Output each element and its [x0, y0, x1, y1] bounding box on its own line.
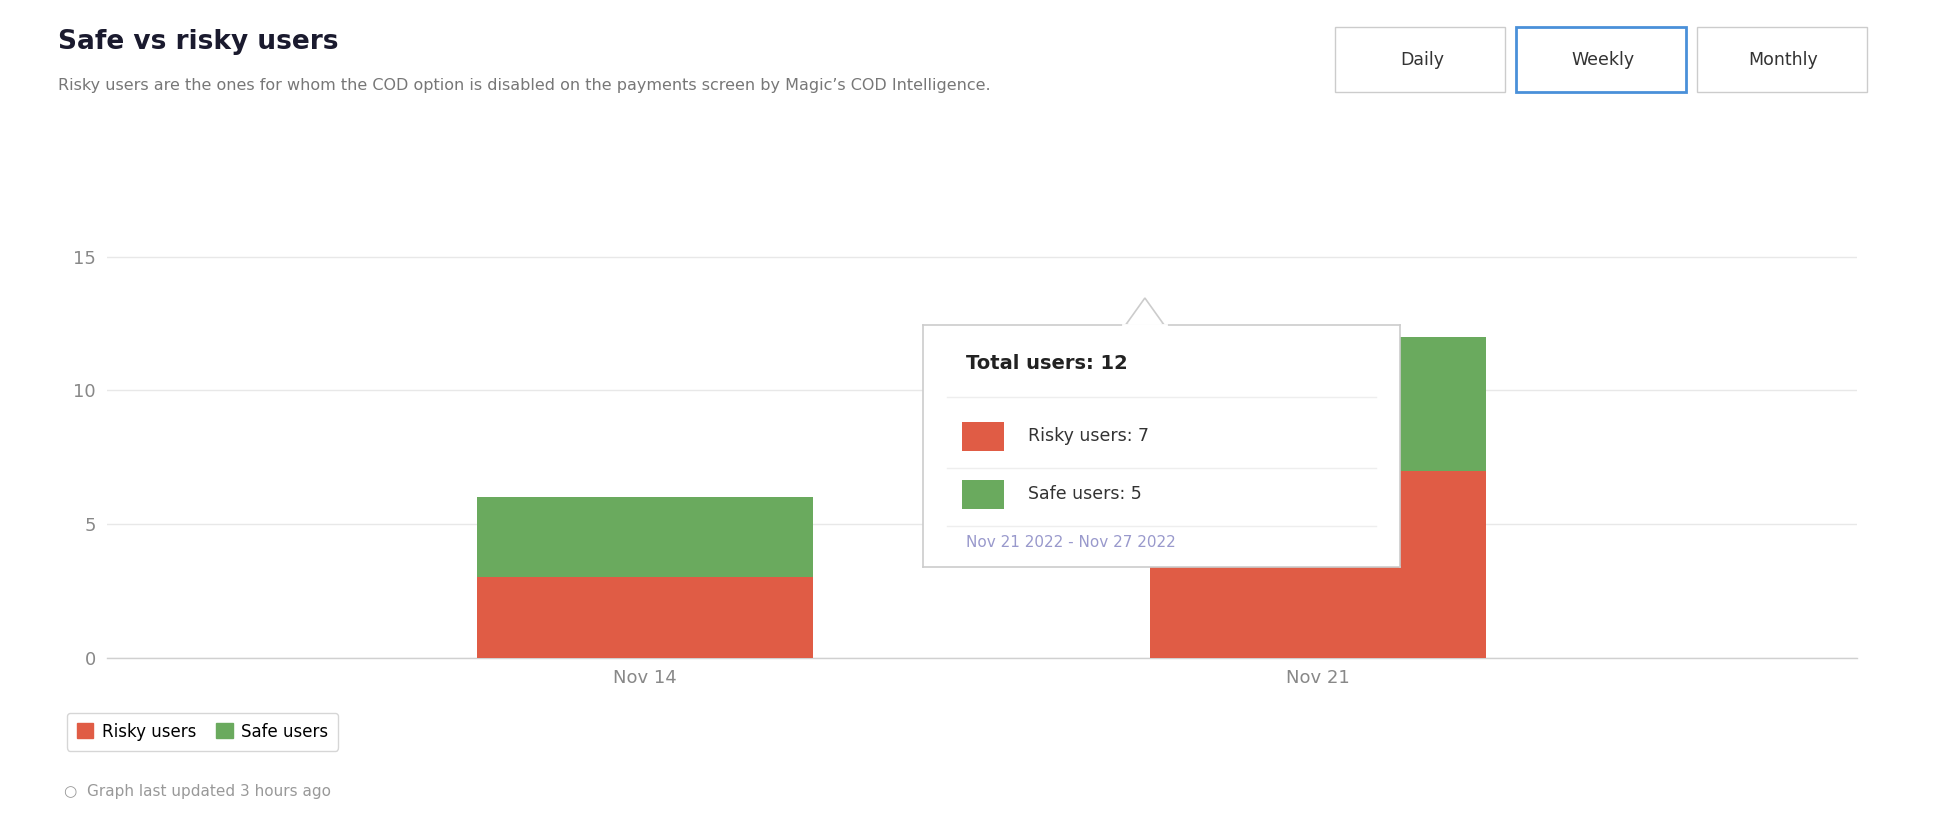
Text: Risky users are the ones for whom the COD option is disabled on the payments scr: Risky users are the ones for whom the CO…: [58, 78, 991, 93]
Text: Monthly: Monthly: [1750, 51, 1818, 68]
Text: Safe vs risky users: Safe vs risky users: [58, 29, 338, 55]
Bar: [962, 480, 1005, 509]
Text: ○  Graph last updated 3 hours ago: ○ Graph last updated 3 hours ago: [64, 784, 330, 799]
Bar: [1151, 470, 1487, 658]
Text: Total users: 12: Total users: 12: [966, 353, 1128, 373]
FancyBboxPatch shape: [1697, 27, 1866, 92]
Text: Nov 21 2022 - Nov 27 2022: Nov 21 2022 - Nov 27 2022: [966, 535, 1176, 551]
Bar: [1151, 337, 1487, 470]
Text: Safe users: 5: Safe users: 5: [1028, 486, 1141, 503]
FancyBboxPatch shape: [1516, 27, 1685, 92]
Bar: [476, 497, 813, 577]
FancyBboxPatch shape: [1336, 27, 1505, 92]
Bar: [476, 577, 813, 658]
Bar: [962, 422, 1005, 450]
Legend: Risky users, Safe users: Risky users, Safe users: [66, 713, 338, 750]
Text: Daily: Daily: [1400, 51, 1444, 68]
Polygon shape: [1128, 301, 1161, 325]
Text: Weekly: Weekly: [1571, 51, 1635, 68]
Text: Risky users: 7: Risky users: 7: [1028, 427, 1149, 446]
